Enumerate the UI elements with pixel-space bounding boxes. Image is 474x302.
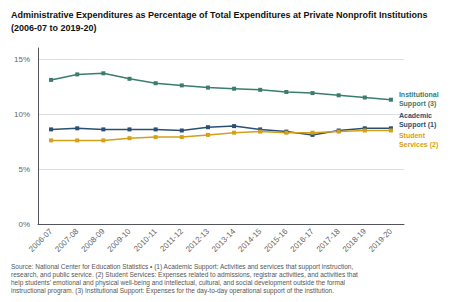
svg-text:research, and public service.: research, and public service. (2) Studen…	[11, 271, 360, 279]
svg-text:2016-17: 2016-17	[289, 226, 316, 253]
svg-text:2017-18: 2017-18	[315, 226, 342, 253]
svg-text:2015-16: 2015-16	[262, 226, 289, 253]
svg-text:Support (1): Support (1)	[399, 121, 436, 129]
svg-text:Source: National Center for Ed: Source: National Center for Education St…	[11, 263, 355, 271]
svg-text:15%: 15%	[14, 55, 30, 64]
svg-text:2018-19: 2018-19	[341, 226, 368, 253]
svg-text:(2006-07 to 2019-20): (2006-07 to 2019-20)	[11, 23, 97, 33]
svg-text:Institutional: Institutional	[399, 91, 439, 98]
svg-text:2013-14: 2013-14	[210, 226, 237, 253]
svg-text:2008-09: 2008-09	[79, 226, 106, 253]
svg-text:2007-08: 2007-08	[53, 226, 80, 253]
svg-text:10%: 10%	[14, 110, 30, 119]
svg-text:Academic: Academic	[399, 112, 432, 119]
svg-text:2014-15: 2014-15	[236, 226, 263, 253]
svg-text:Support (3): Support (3)	[399, 100, 436, 108]
svg-text:2006-07: 2006-07	[27, 226, 54, 253]
svg-text:Student: Student	[399, 132, 426, 139]
svg-text:Administrative Expenditures as: Administrative Expenditures as Percentag…	[11, 10, 427, 20]
svg-text:2009-10: 2009-10	[106, 226, 133, 253]
svg-text:0%: 0%	[18, 220, 30, 229]
svg-text:2012-13: 2012-13	[184, 226, 211, 253]
svg-text:5%: 5%	[18, 165, 30, 174]
svg-text:2019-20: 2019-20	[367, 226, 394, 253]
svg-text:2011-12: 2011-12	[158, 226, 185, 253]
svg-text:instructional program. (3) Ins: instructional program. (3) Institutional…	[11, 287, 334, 295]
svg-text:help students’ emotional and p: help students’ emotional and physical we…	[11, 279, 347, 287]
svg-text:Services (2): Services (2)	[399, 141, 438, 149]
svg-text:2010-11: 2010-11	[132, 226, 159, 253]
